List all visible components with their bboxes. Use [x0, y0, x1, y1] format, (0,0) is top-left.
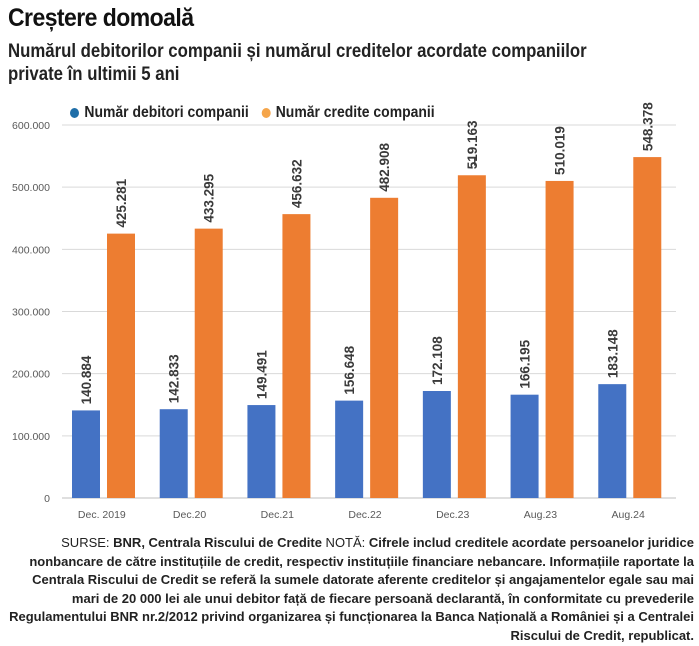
y-tick-label: 600.000 — [12, 120, 50, 132]
legend-label-debitori: Număr debitori companii — [84, 104, 249, 121]
note-prefix: NOTĂ: — [321, 535, 369, 550]
data-label-credite: 425.281 — [114, 178, 129, 227]
data-label-credite: 456.632 — [289, 159, 304, 208]
bar-credite — [282, 214, 311, 498]
data-label-credite: 433.295 — [202, 173, 217, 222]
bar-debitori — [247, 405, 276, 498]
legend-item-credite: Număr credite companii — [261, 104, 435, 122]
x-tick-label: Aug.23 — [524, 509, 557, 521]
x-tick-label: Dec.20 — [173, 509, 206, 521]
chart-subtitle: Numărul debitorilor companii și numărul … — [8, 40, 587, 85]
bar-credite — [633, 157, 662, 498]
legend: Număr debitori companii Număr credite co… — [70, 104, 435, 122]
bar-credite — [107, 233, 135, 498]
x-tick-label: Dec.22 — [348, 509, 381, 521]
data-label-credite: 482.908 — [377, 143, 392, 192]
data-label-credite: 510.019 — [553, 126, 568, 175]
y-tick-label: 400.000 — [12, 244, 50, 256]
bar-credite — [370, 197, 399, 499]
y-tick-label: 500.000 — [12, 182, 50, 194]
data-label-debitori: 149.491 — [254, 350, 269, 399]
bar-credite — [457, 175, 486, 498]
x-tick-label: Dec. 2019 — [78, 509, 126, 521]
legend-item-debitori: Număr debitori companii — [70, 104, 249, 122]
footnote: SURSE: BNR, Centrala Riscului de Credite… — [6, 534, 694, 646]
y-tick-label: 100.000 — [12, 431, 50, 443]
bar-debitori — [159, 409, 188, 498]
bar-debitori — [422, 391, 451, 498]
y-tick-label: 0 — [44, 493, 50, 505]
source-text: BNR, Centrala Riscului de Credite — [113, 535, 322, 550]
headline: Creștere domoală — [8, 4, 194, 32]
data-label-credite: 5̶19.163 — [465, 120, 480, 169]
y-tick-label: 300.000 — [12, 307, 50, 319]
data-label-debitori: 140.884 — [79, 355, 94, 404]
legend-swatch-debitori — [70, 108, 79, 118]
bar-chart: 0 100.000 200.000 300.000 400.000 500.000 600.… — [12, 102, 676, 521]
data-label-credite: 548.378 — [640, 102, 655, 151]
bar-debitori — [510, 394, 539, 498]
y-tick-label: 200.000 — [12, 369, 50, 381]
legend-swatch-credite — [261, 108, 271, 118]
bar-credite — [194, 228, 223, 498]
x-tick-label: Dec.23 — [436, 509, 469, 521]
x-tick-label: Aug.24 — [612, 509, 645, 521]
data-label-debitori: 156.648 — [342, 345, 357, 394]
data-label-debitori: 142.833 — [167, 354, 182, 403]
data-label-debitori: 183.148 — [605, 329, 620, 378]
bar-debitori — [598, 384, 627, 498]
note-text: Cifrele includ creditele acordate persoa… — [9, 535, 694, 643]
x-tick-label: Dec.21 — [261, 509, 294, 521]
bar-debitori — [72, 410, 100, 498]
data-label-debitori: 166.195 — [518, 339, 533, 388]
bar-credite — [545, 180, 574, 499]
data-label-debitori: 172.108 — [430, 336, 445, 385]
source-prefix: SURSE: — [61, 535, 114, 550]
legend-label-credite: Număr credite companii — [275, 104, 435, 121]
bar-debitori — [335, 400, 364, 498]
